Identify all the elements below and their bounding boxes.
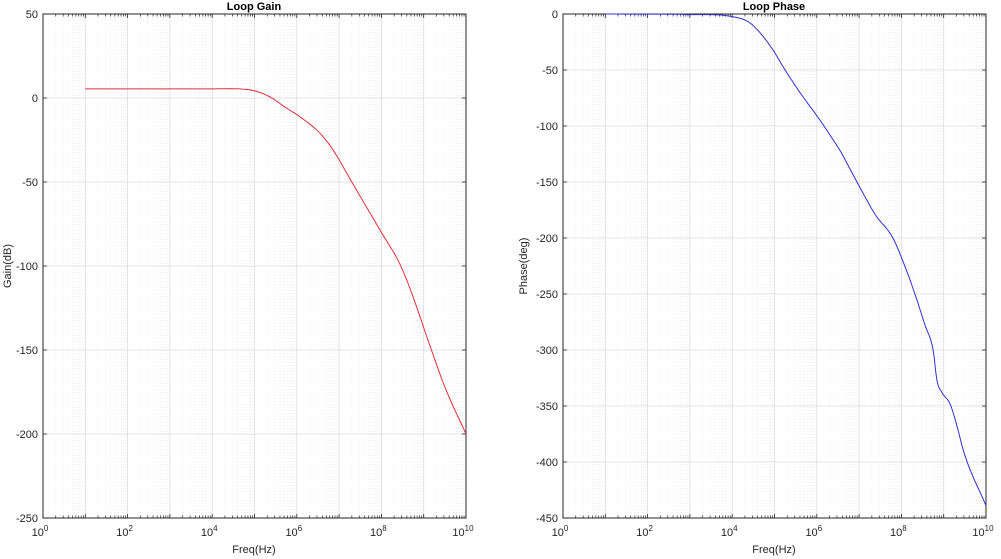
x-tick-label: 104 bbox=[721, 524, 738, 539]
x-tick-exponent: 8 bbox=[902, 524, 907, 533]
gain-ticks: 100 102 104 106 108 1010500-50-100-150-200-25… bbox=[16, 9, 474, 539]
x-tick-exponent: 0 bbox=[44, 524, 49, 533]
x-tick-label: 106 bbox=[805, 524, 822, 539]
phase-curve bbox=[605, 13, 987, 506]
x-tick-label: 100 bbox=[552, 524, 569, 539]
gain-ylabel: Gain(dB) bbox=[2, 244, 14, 288]
y-tick-label: -150 bbox=[16, 345, 38, 357]
x-tick-label: 104 bbox=[201, 524, 218, 539]
gain-grid bbox=[42, 13, 467, 519]
x-tick-exponent: 6 bbox=[298, 524, 303, 533]
phase-grid bbox=[562, 13, 987, 519]
x-tick-exponent: 10 bbox=[465, 524, 474, 533]
x-tick-label: 100 bbox=[32, 524, 49, 539]
gain-title: Loop Gain bbox=[227, 1, 282, 13]
x-tick-exponent: 6 bbox=[818, 524, 823, 533]
x-tick-label: 108 bbox=[890, 524, 907, 539]
x-tick-exponent: 4 bbox=[213, 524, 218, 533]
y-tick-label: -400 bbox=[536, 457, 558, 469]
y-tick-label: -450 bbox=[536, 513, 558, 525]
x-tick-label: 102 bbox=[116, 524, 133, 539]
x-tick-exponent: 4 bbox=[733, 524, 738, 533]
y-tick-label: -250 bbox=[16, 513, 38, 525]
y-tick-label: -300 bbox=[536, 345, 558, 357]
y-tick-label: -250 bbox=[536, 289, 558, 301]
x-tick-label: 108 bbox=[370, 524, 387, 539]
x-tick-exponent: 2 bbox=[648, 524, 653, 533]
x-tick-label: 1010 bbox=[972, 524, 994, 539]
x-tick-label: 106 bbox=[285, 524, 302, 539]
y-tick-label: 50 bbox=[26, 9, 38, 21]
phase-ylabel: Phase(deg) bbox=[518, 238, 530, 295]
y-tick-label: -350 bbox=[536, 401, 558, 413]
y-tick-label: 0 bbox=[32, 93, 38, 105]
y-tick-label: -50 bbox=[542, 65, 558, 77]
x-tick-exponent: 2 bbox=[128, 524, 133, 533]
gain-curve bbox=[85, 88, 467, 435]
y-tick-label: -150 bbox=[536, 177, 558, 189]
y-tick-label: 0 bbox=[552, 9, 558, 21]
gain-xlabel: Freq(Hz) bbox=[232, 544, 275, 556]
phase-title: Loop Phase bbox=[743, 1, 805, 13]
x-tick-exponent: 8 bbox=[382, 524, 387, 533]
phase-plot: 100 102 104 106 108 10100-50-100-150-200-250-… bbox=[518, 1, 994, 556]
y-tick-label: -100 bbox=[16, 261, 38, 273]
y-tick-label: -50 bbox=[22, 177, 38, 189]
y-tick-label: -200 bbox=[16, 429, 38, 441]
x-tick-exponent: 10 bbox=[985, 524, 994, 533]
x-tick-exponent: 0 bbox=[564, 524, 569, 533]
phase-ticks: 100 102 104 106 108 10100-50-100-150-200-250-… bbox=[536, 9, 994, 539]
y-tick-label: -200 bbox=[536, 233, 558, 245]
x-tick-label: 102 bbox=[636, 524, 653, 539]
y-tick-label: -100 bbox=[536, 121, 558, 133]
x-tick-label: 1010 bbox=[452, 524, 474, 539]
gain-plot: 100 102 104 106 108 1010500-50-100-150-200-25… bbox=[2, 1, 474, 556]
phase-xlabel: Freq(Hz) bbox=[752, 544, 795, 556]
